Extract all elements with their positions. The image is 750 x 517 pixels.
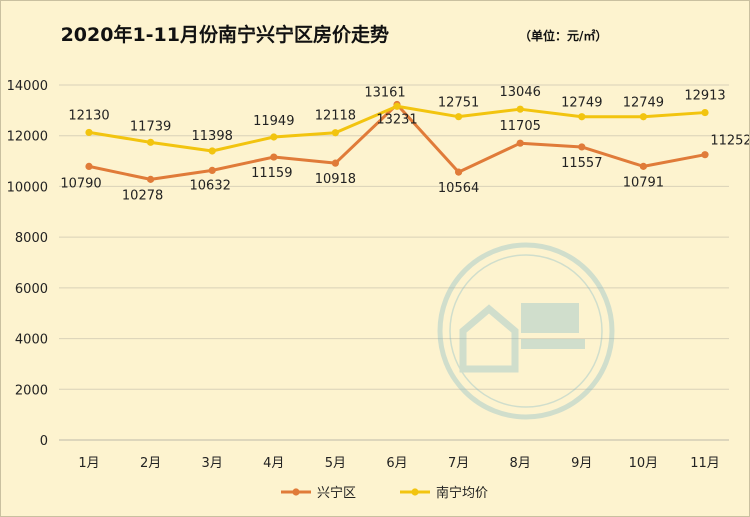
x-tick-label: 7月: [448, 456, 469, 471]
data-point: [516, 105, 524, 113]
data-point: [208, 147, 216, 155]
data-label: 13161: [364, 85, 405, 100]
data-label: 10278: [122, 188, 163, 203]
data-label: 11159: [251, 166, 292, 181]
legend: 兴宁区 南宁均价: [281, 485, 488, 501]
y-axis-ticks: 0 2000 4000 6000 8000 10000 12000 14000: [7, 79, 48, 449]
legend-marker: [411, 488, 419, 496]
data-label: 13046: [500, 85, 541, 100]
y-tick-label: 0: [40, 434, 48, 449]
data-point: [208, 166, 216, 175]
x-axis-ticks: 1月 2月 3月 4月 5月 6月 7月 8月 9月 10月 11月: [78, 456, 719, 471]
x-tick-label: 9月: [571, 456, 592, 471]
data-point: [147, 138, 155, 146]
data-point: [701, 151, 709, 159]
data-point: [578, 113, 586, 121]
data-label: 10791: [623, 175, 664, 190]
series-lines: [85, 100, 709, 183]
data-point: [639, 162, 648, 170]
data-point: [701, 108, 709, 117]
x-tick-label: 6月: [386, 456, 407, 471]
y-tick-label: 8000: [15, 231, 48, 246]
data-label: 10564: [438, 181, 479, 196]
y-tick-label: 6000: [15, 282, 48, 297]
y-tick-label: 12000: [7, 130, 48, 145]
data-point: [516, 139, 524, 147]
gridlines: [59, 84, 729, 441]
data-label: 12749: [623, 96, 664, 111]
data-label: 10790: [60, 176, 101, 191]
legend-marker: [292, 488, 300, 496]
y-tick-label: 4000: [15, 333, 48, 348]
x-tick-label: 4月: [263, 456, 284, 471]
watermark-logo: [437, 242, 615, 420]
data-point: [270, 153, 278, 161]
chart-title: 2020年1-11月份南宁兴宁区房价走势: [61, 23, 389, 46]
data-point: [147, 175, 155, 183]
data-label: 13231: [376, 112, 417, 127]
x-tick-label: 8月: [510, 456, 531, 471]
data-labels: 10790 10278 10632 11159 10918 13231 10564 11705…: [60, 85, 749, 203]
data-label: 12118: [315, 109, 356, 124]
y-tick-label: 2000: [15, 383, 48, 398]
data-point: [270, 133, 278, 141]
data-label: 11398: [192, 129, 233, 144]
data-point: [639, 113, 648, 121]
data-label: 11705: [500, 119, 541, 134]
data-label: 12130: [68, 108, 109, 123]
data-label: 11557: [561, 156, 602, 171]
data-point: [455, 168, 463, 176]
data-label: 10918: [315, 172, 356, 187]
x-tick-label: 5月: [325, 456, 346, 471]
x-tick-label: 3月: [202, 456, 223, 471]
y-tick-label: 10000: [7, 180, 48, 195]
data-label: 11252: [710, 134, 749, 149]
data-point: [331, 129, 339, 137]
legend-label: 南宁均价: [436, 485, 488, 501]
data-point: [393, 102, 401, 110]
data-point: [455, 113, 463, 121]
data-point: [578, 143, 586, 151]
x-tick-label: 10月: [629, 456, 659, 471]
data-point: [85, 162, 93, 170]
data-label: 11949: [253, 114, 294, 129]
data-label: 11739: [130, 119, 171, 134]
x-tick-label: 2月: [140, 456, 161, 471]
x-tick-label: 11月: [690, 456, 720, 471]
y-tick-label: 14000: [7, 79, 48, 94]
data-label: 12913: [684, 89, 725, 104]
data-label: 12749: [561, 96, 602, 111]
data-label: 12751: [438, 96, 479, 111]
data-point: [331, 159, 339, 167]
x-tick-label: 1月: [78, 456, 99, 471]
chart-unit: （单位：元/㎡）: [519, 28, 607, 43]
data-point: [85, 128, 93, 137]
legend-label: 兴宁区: [317, 485, 356, 501]
data-label: 10632: [190, 178, 231, 193]
